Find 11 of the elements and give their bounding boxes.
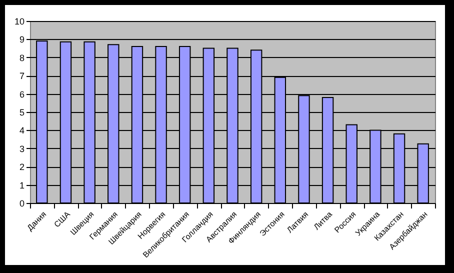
y-tick-label: 5: [19, 108, 24, 118]
y-tick-label: 0: [19, 198, 24, 208]
y-tick-label: 9: [19, 34, 24, 45]
y-tick-label: 1: [19, 180, 24, 190]
y-tick-label: 3: [19, 144, 24, 154]
y-tick-label: 2: [19, 162, 24, 172]
y-tick-label: 6: [19, 89, 24, 100]
y-tick-label: 7: [19, 71, 24, 82]
y-tick-label: 8: [19, 52, 24, 63]
y-tick-label: 10: [14, 16, 24, 26]
y-tick-label: 4: [19, 126, 24, 136]
